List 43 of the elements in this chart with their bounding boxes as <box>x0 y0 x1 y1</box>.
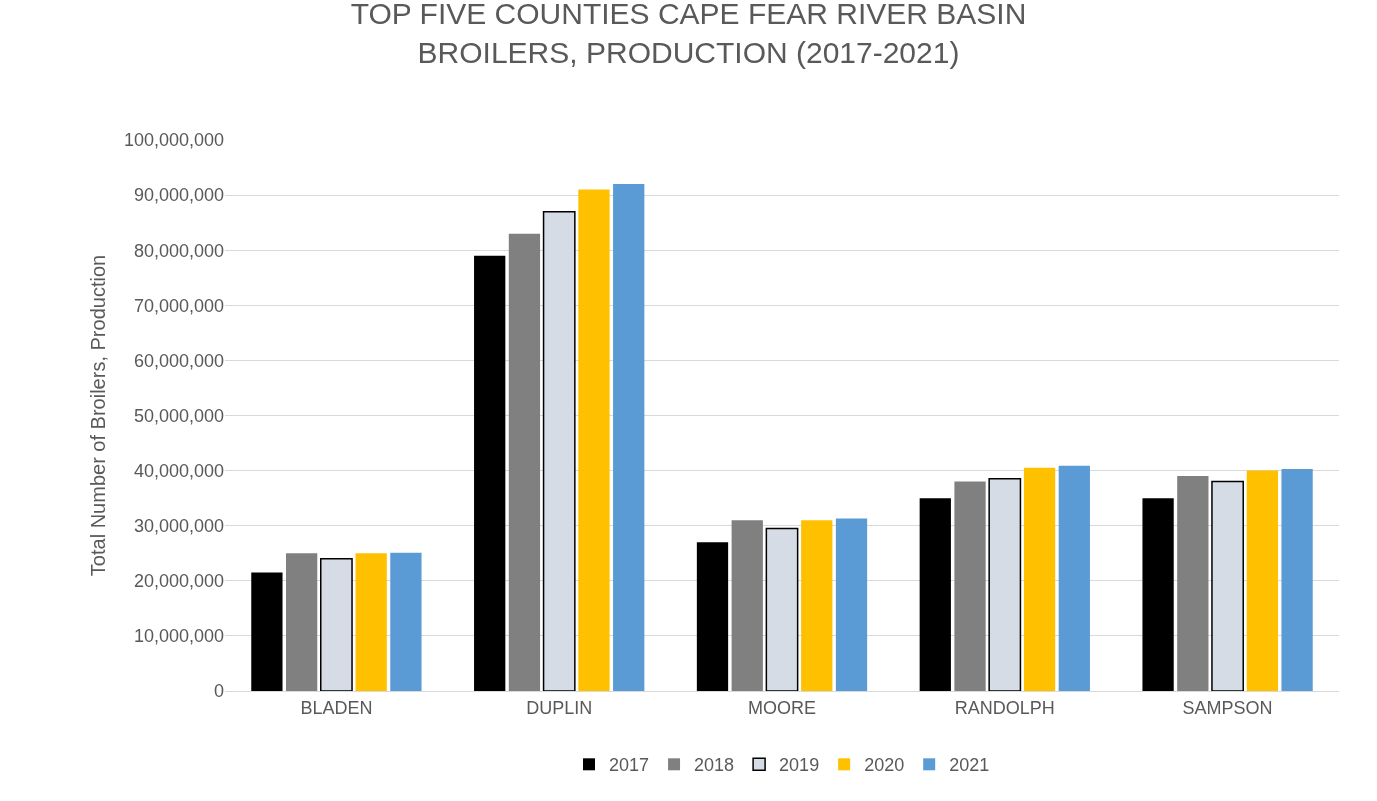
x-tick-label: MOORE <box>747 697 817 718</box>
bar <box>474 255 506 691</box>
bar <box>613 184 645 691</box>
y-tick-label: 30,000,000 <box>133 516 224 536</box>
legend-label: 2020 <box>864 755 905 776</box>
y-tick-label: 70,000,000 <box>133 295 224 316</box>
bar <box>835 518 868 691</box>
bar <box>286 553 318 691</box>
bar <box>919 498 951 691</box>
y-tick-label: 50,000,000 <box>133 405 224 426</box>
y-tick-label: 80,000,000 <box>133 240 224 261</box>
bar <box>1177 476 1209 691</box>
bar <box>1058 465 1090 691</box>
legend-label: 2017 <box>609 755 650 776</box>
bar <box>355 553 387 691</box>
legend-label: 2018 <box>694 755 735 776</box>
bar <box>578 189 610 691</box>
y-tick-label: 0 <box>213 681 224 702</box>
bar <box>696 542 729 691</box>
legend-label: 2021 <box>949 755 990 776</box>
y-tick-label: 60,000,000 <box>133 350 224 371</box>
bar <box>390 552 422 691</box>
legend-label: 2019 <box>779 755 820 776</box>
bar <box>508 233 541 691</box>
y-tick-label: 40,000,000 <box>133 460 224 481</box>
bar <box>731 520 763 691</box>
x-tick-label: RANDOLPH <box>954 697 1055 718</box>
y-tick-label: 10,000,000 <box>133 626 224 647</box>
y-tick-label: 20,000,000 <box>133 571 224 592</box>
y-tick-label: 100,000,000 <box>123 130 224 151</box>
y-tick-label: 90,000,000 <box>133 185 224 206</box>
bar <box>1246 470 1278 691</box>
chart-title: TOP FIVE COUNTIES CAPE FEAR RIVER BASIN BROILERS, PRODUCTION (2017-2021) <box>350 0 1027 70</box>
x-tick-label: DUPLIN <box>526 697 593 718</box>
bar <box>251 572 283 691</box>
bar <box>954 481 986 691</box>
x-tick-label: SAMPSON <box>1182 697 1273 718</box>
bar <box>801 520 833 691</box>
x-tick-label: BLADEN <box>300 697 373 718</box>
bar <box>1281 468 1313 691</box>
bar <box>1142 498 1174 691</box>
bar <box>1023 467 1056 691</box>
y-axis-title: Total Number of Broilers, Production <box>87 254 110 577</box>
